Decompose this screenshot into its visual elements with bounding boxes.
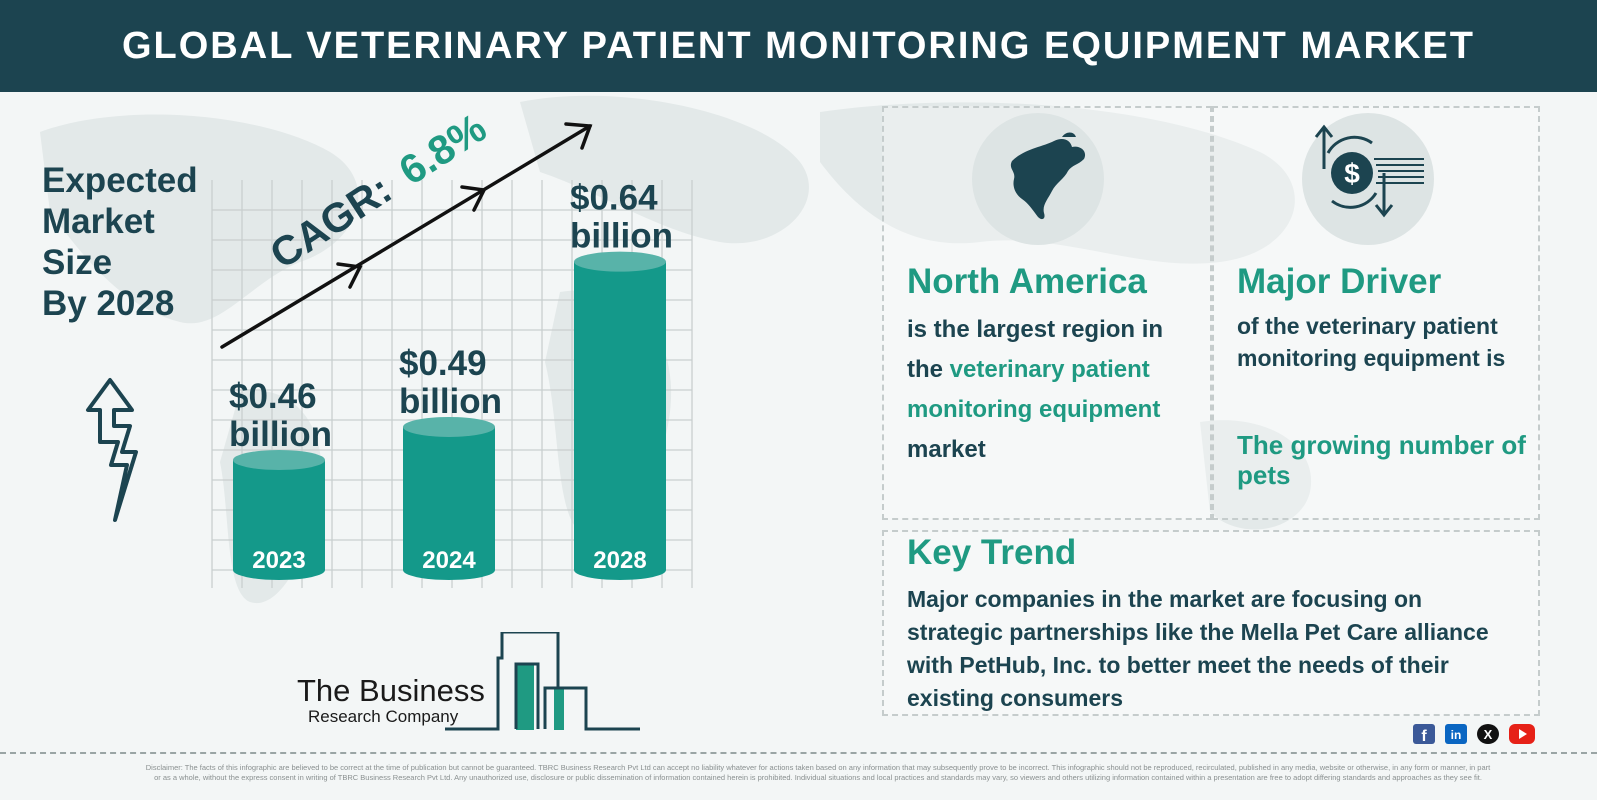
category-label: 2028 bbox=[593, 547, 646, 574]
bar-top bbox=[574, 251, 666, 272]
driver-heading: Major Driver bbox=[1237, 262, 1442, 301]
svg-text:X: X bbox=[1484, 727, 1493, 742]
cagr-value: 6.8% bbox=[391, 104, 494, 193]
region-line2-prefix: the bbox=[907, 356, 950, 383]
driver-line: monitoring equipment is bbox=[1237, 345, 1506, 371]
linkedin-icon[interactable]: in bbox=[1445, 724, 1467, 744]
company-logo: The Business Research Company bbox=[290, 632, 650, 744]
svg-text:f: f bbox=[1421, 728, 1427, 744]
value-label: $0.46 bbox=[229, 377, 317, 416]
expected-line: Expected bbox=[42, 161, 198, 200]
x-icon[interactable]: X bbox=[1477, 724, 1499, 744]
trend-heading: Key Trend bbox=[907, 533, 1077, 572]
region-line: the veterinary patient bbox=[907, 350, 1207, 390]
driver-highlight-line: pets bbox=[1237, 460, 1291, 490]
trend-line: strategic partnerships like the Mella Pe… bbox=[907, 619, 1489, 645]
driver-line: of the veterinary patient bbox=[1237, 313, 1498, 339]
page-title: GLOBAL VETERINARY PATIENT MONITORING EQU… bbox=[121, 24, 1475, 67]
trend-arrow-head bbox=[564, 122, 593, 150]
trend-line: with PetHub, Inc. to better meet the nee… bbox=[907, 652, 1449, 678]
trend-line: Major companies in the market are focusi… bbox=[907, 586, 1423, 612]
trend-arrow-chevron bbox=[460, 185, 487, 212]
region-line: market bbox=[907, 436, 986, 463]
header-banner: GLOBAL VETERINARY PATIENT MONITORING EQU… bbox=[0, 0, 1597, 92]
driver-description: of the veterinary patient monitoring equ… bbox=[1237, 310, 1532, 374]
footer-divider bbox=[0, 752, 1597, 754]
bar-top bbox=[403, 416, 495, 437]
disclaimer-line: Disclaimer: The facts of this infographi… bbox=[145, 763, 1491, 772]
logo-buildings-icon bbox=[445, 632, 640, 731]
region-highlight: monitoring equipment bbox=[907, 396, 1161, 423]
svg-text:$: $ bbox=[1344, 158, 1360, 189]
bar-top bbox=[233, 450, 325, 470]
category-label: 2023 bbox=[252, 547, 305, 574]
growth-arrow-icon bbox=[86, 378, 138, 522]
svg-text:in: in bbox=[1451, 728, 1462, 742]
driver-highlight-line: The growing number of bbox=[1237, 430, 1526, 460]
expected-line: By 2028 bbox=[42, 284, 175, 323]
region-heading: North America bbox=[907, 262, 1147, 301]
disclaimer-line: or as a whole, without the express conse… bbox=[154, 773, 1482, 782]
category-label: 2024 bbox=[422, 547, 476, 574]
trend-arrow-chevron bbox=[336, 262, 363, 289]
north-america-map-icon bbox=[972, 113, 1104, 245]
trend-description: Major companies in the market are focusi… bbox=[907, 583, 1537, 715]
value-label: $0.49 bbox=[399, 344, 487, 383]
bars-group: 2023$0.46billion2024$0.49billion2028$0.6… bbox=[229, 179, 673, 580]
youtube-icon[interactable] bbox=[1509, 724, 1535, 744]
dollar-exchange-icon: $ bbox=[1302, 113, 1434, 245]
bar-body bbox=[574, 261, 666, 580]
logo-name: The Business bbox=[297, 673, 485, 708]
region-description: is the largest region in the veterinary … bbox=[907, 310, 1207, 470]
cagr-label: CAGR: bbox=[262, 166, 400, 278]
value-label: $0.64 bbox=[570, 179, 658, 218]
bar-body bbox=[233, 460, 325, 580]
disclaimer: Disclaimer: The facts of this infographi… bbox=[98, 763, 1538, 783]
value-unit: billion bbox=[229, 415, 332, 454]
trend-arrow bbox=[220, 122, 593, 349]
region-line: is the largest region in bbox=[907, 316, 1164, 343]
trend-box bbox=[882, 530, 1540, 716]
trend-arrow-line bbox=[220, 124, 592, 349]
trend-line: existing consumers bbox=[907, 685, 1124, 711]
expected-market-size-label: Expected Market Size By 2028 bbox=[42, 160, 232, 324]
market-size-chart: 2023$0.46billion2024$0.49billion2028$0.6… bbox=[86, 104, 693, 588]
expected-line: Size bbox=[42, 243, 113, 282]
value-unit: billion bbox=[399, 382, 502, 421]
driver-highlight: The growing number of pets bbox=[1237, 430, 1537, 490]
value-unit: billion bbox=[570, 217, 673, 256]
bar-body bbox=[403, 426, 495, 580]
expected-line: Market bbox=[42, 202, 155, 241]
region-highlight: veterinary patient bbox=[949, 356, 1150, 383]
facebook-icon[interactable]: f bbox=[1413, 724, 1435, 745]
logo-subtitle: Research Company bbox=[308, 707, 459, 726]
